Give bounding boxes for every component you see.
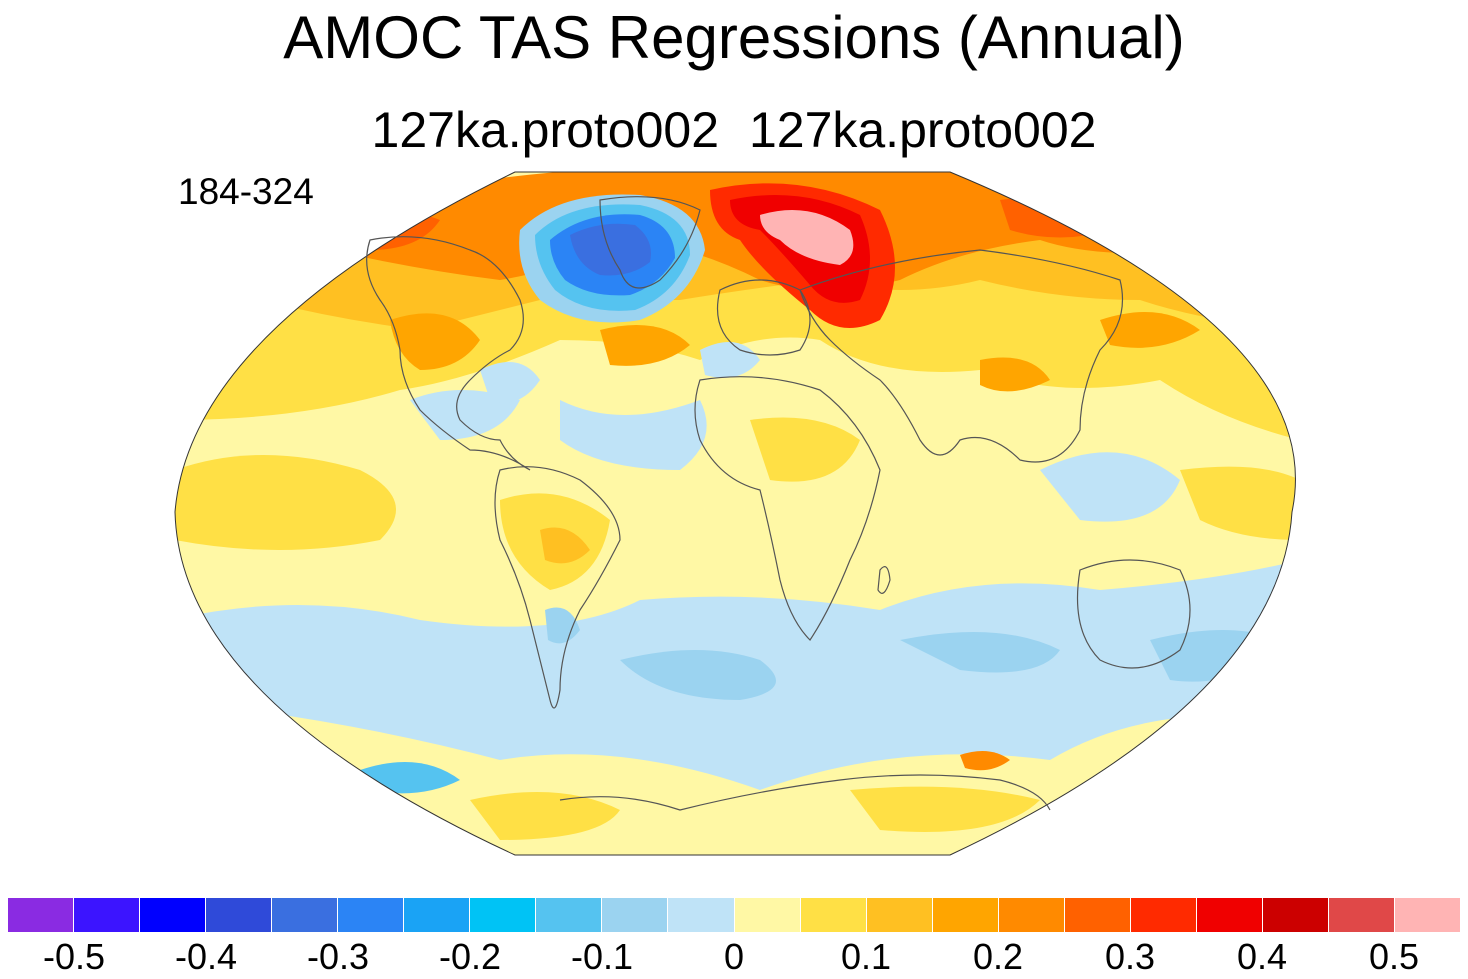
colorbar-tick-labels: -0.5 -0.4 -0.3 -0.2 -0.1 0 0.1 0.2 0.3 0.4 0.5	[0, 936, 1468, 979]
coastlines	[366, 196, 1191, 811]
field-south-pacific-blue	[900, 632, 1060, 673]
colorbar-cell	[932, 898, 999, 932]
colorbar-cell	[1394, 898, 1461, 932]
field-trop-band-east	[1180, 466, 1296, 540]
field-pacific-orange	[1100, 312, 1200, 348]
coast-africa	[694, 376, 881, 641]
colorbar-tick-label: -0.5	[42, 936, 106, 977]
colorbar-cell	[602, 898, 669, 932]
field-africa-warm	[750, 417, 860, 482]
field-greenland-cold-core	[570, 223, 651, 276]
coast-europe	[716, 279, 811, 356]
field-trop-pacific	[410, 390, 520, 440]
field-south-atlantic-blue	[1150, 630, 1280, 682]
coast-madagascar	[877, 566, 891, 594]
colorbar-cell	[140, 898, 207, 932]
colorbar-cell	[74, 898, 141, 932]
field-barents-peak	[760, 210, 854, 265]
colorbar-cell	[8, 898, 75, 932]
colorbar-cell	[1130, 898, 1197, 932]
coast-antarctica	[559, 774, 1051, 811]
colorbar-cell	[998, 898, 1065, 932]
field-ross-hotspot	[960, 751, 1010, 771]
field-south-america-warm-core	[540, 527, 590, 564]
colorbar-cell	[272, 898, 339, 932]
colorbar-tick-label: 0.1	[840, 936, 892, 977]
colorbar-cell	[734, 898, 801, 932]
field-trop-band-west	[175, 455, 396, 550]
colorbar-cell	[866, 898, 933, 932]
coast-south-america	[494, 466, 621, 709]
map-subtitle: 127ka.proto002 127ka.proto002	[0, 100, 1468, 160]
coast-greenland	[599, 196, 701, 289]
field-west-na-orange	[390, 313, 480, 370]
colorbar-cell	[1262, 898, 1329, 932]
colorbar-cell	[536, 898, 603, 932]
field-indian-blue	[1040, 452, 1180, 522]
coast-north-america	[366, 236, 531, 471]
colorbar-cell	[800, 898, 867, 932]
colorbar-tick-label: 0.5	[1368, 936, 1420, 977]
colorbar-tick-label: -0.1	[570, 936, 634, 977]
field-asia-orange	[980, 357, 1050, 392]
field-antarctica-warm	[470, 792, 620, 840]
coast-asia	[799, 249, 1124, 463]
colorbar-tick-label: 0.2	[972, 936, 1024, 977]
colorbar-cell	[668, 898, 735, 932]
subtitle-left: 127ka.proto002	[371, 102, 720, 158]
colorbar-tick-label: 0	[723, 936, 745, 977]
colorbar-tick-label: -0.2	[438, 936, 502, 977]
colorbar	[8, 898, 1461, 932]
subtitle-right: 127ka.proto002	[748, 102, 1097, 158]
field-argentina-blue	[545, 607, 580, 644]
colorbar-tick-label: 0.3	[1104, 936, 1156, 977]
map-field	[175, 172, 1296, 855]
field-trop-atlantic	[560, 400, 707, 470]
colorbar-cell	[404, 898, 471, 932]
field-east-us-blue	[480, 362, 540, 403]
colorbar-cell	[206, 898, 273, 932]
colorbar-tick-label: -0.3	[306, 936, 370, 977]
colorbar-tick-label: -0.4	[174, 936, 238, 977]
field-southern-ocean-deep	[620, 650, 776, 700]
coast-australia	[1077, 559, 1191, 669]
colorbar-cell	[1064, 898, 1131, 932]
colorbar-cell	[470, 898, 537, 932]
colorbar-tick-label: 0.4	[1236, 936, 1288, 977]
field-north-atlantic-orange	[600, 325, 690, 366]
colorbar-cell	[1196, 898, 1263, 932]
map-title: AMOC TAS Regressions (Annual)	[283, 4, 1185, 71]
colorbar-cell	[338, 898, 405, 932]
field-east-siberia-red	[1000, 198, 1110, 238]
field-antarctica-warm-2	[850, 786, 1040, 832]
globe-outline	[174, 171, 1296, 856]
colorbar-cell	[1328, 898, 1395, 932]
years-label: 184-324	[178, 171, 314, 212]
